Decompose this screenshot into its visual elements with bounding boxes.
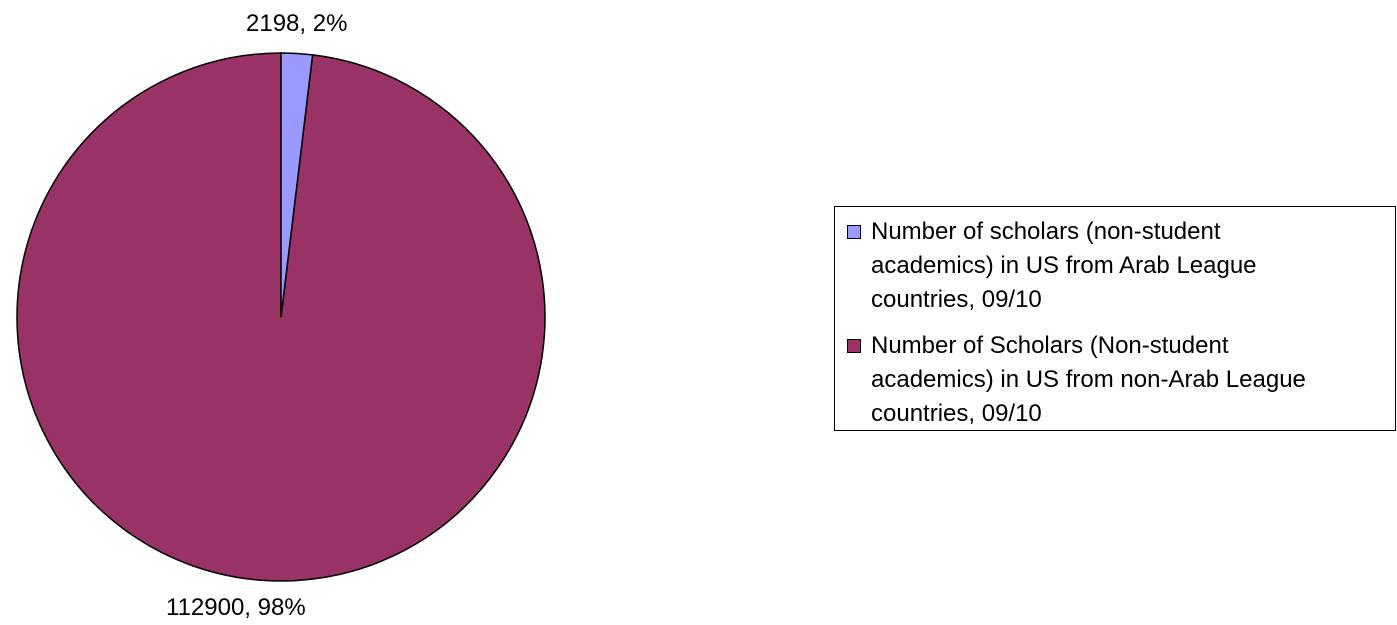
legend-line: countries, 09/10 xyxy=(871,400,1042,427)
legend-line: countries, 09/10 xyxy=(871,286,1042,313)
data-label-non-arab-league: 112900, 98% xyxy=(166,594,306,621)
legend-line: Number of Scholars (Non-student xyxy=(871,332,1229,359)
legend-swatch-arab-league xyxy=(847,225,861,239)
legend-label-arab-league: Number of scholars (non-student academic… xyxy=(871,215,1257,317)
pie-slice-arab-league xyxy=(280,52,314,318)
legend-swatch-non-arab-league xyxy=(847,339,861,353)
data-label-arab-league: 2198, 2% xyxy=(246,10,348,37)
legend-label-non-arab-league: Number of Scholars (Non-student academic… xyxy=(871,329,1306,431)
legend-line: academics) in US from Arab League xyxy=(871,252,1257,279)
legend-line: academics) in US from non-Arab League xyxy=(871,366,1306,393)
chart-legend: Number of scholars (non-student academic… xyxy=(834,206,1396,431)
legend-line: Number of scholars (non-student xyxy=(871,218,1221,245)
